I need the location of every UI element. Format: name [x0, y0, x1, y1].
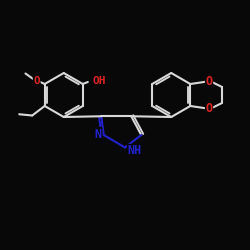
- Text: O: O: [33, 76, 40, 86]
- Text: O: O: [206, 102, 212, 115]
- Text: O: O: [206, 75, 212, 88]
- Text: OH: OH: [92, 76, 106, 86]
- Text: NH: NH: [128, 144, 142, 158]
- Text: N: N: [95, 128, 102, 140]
